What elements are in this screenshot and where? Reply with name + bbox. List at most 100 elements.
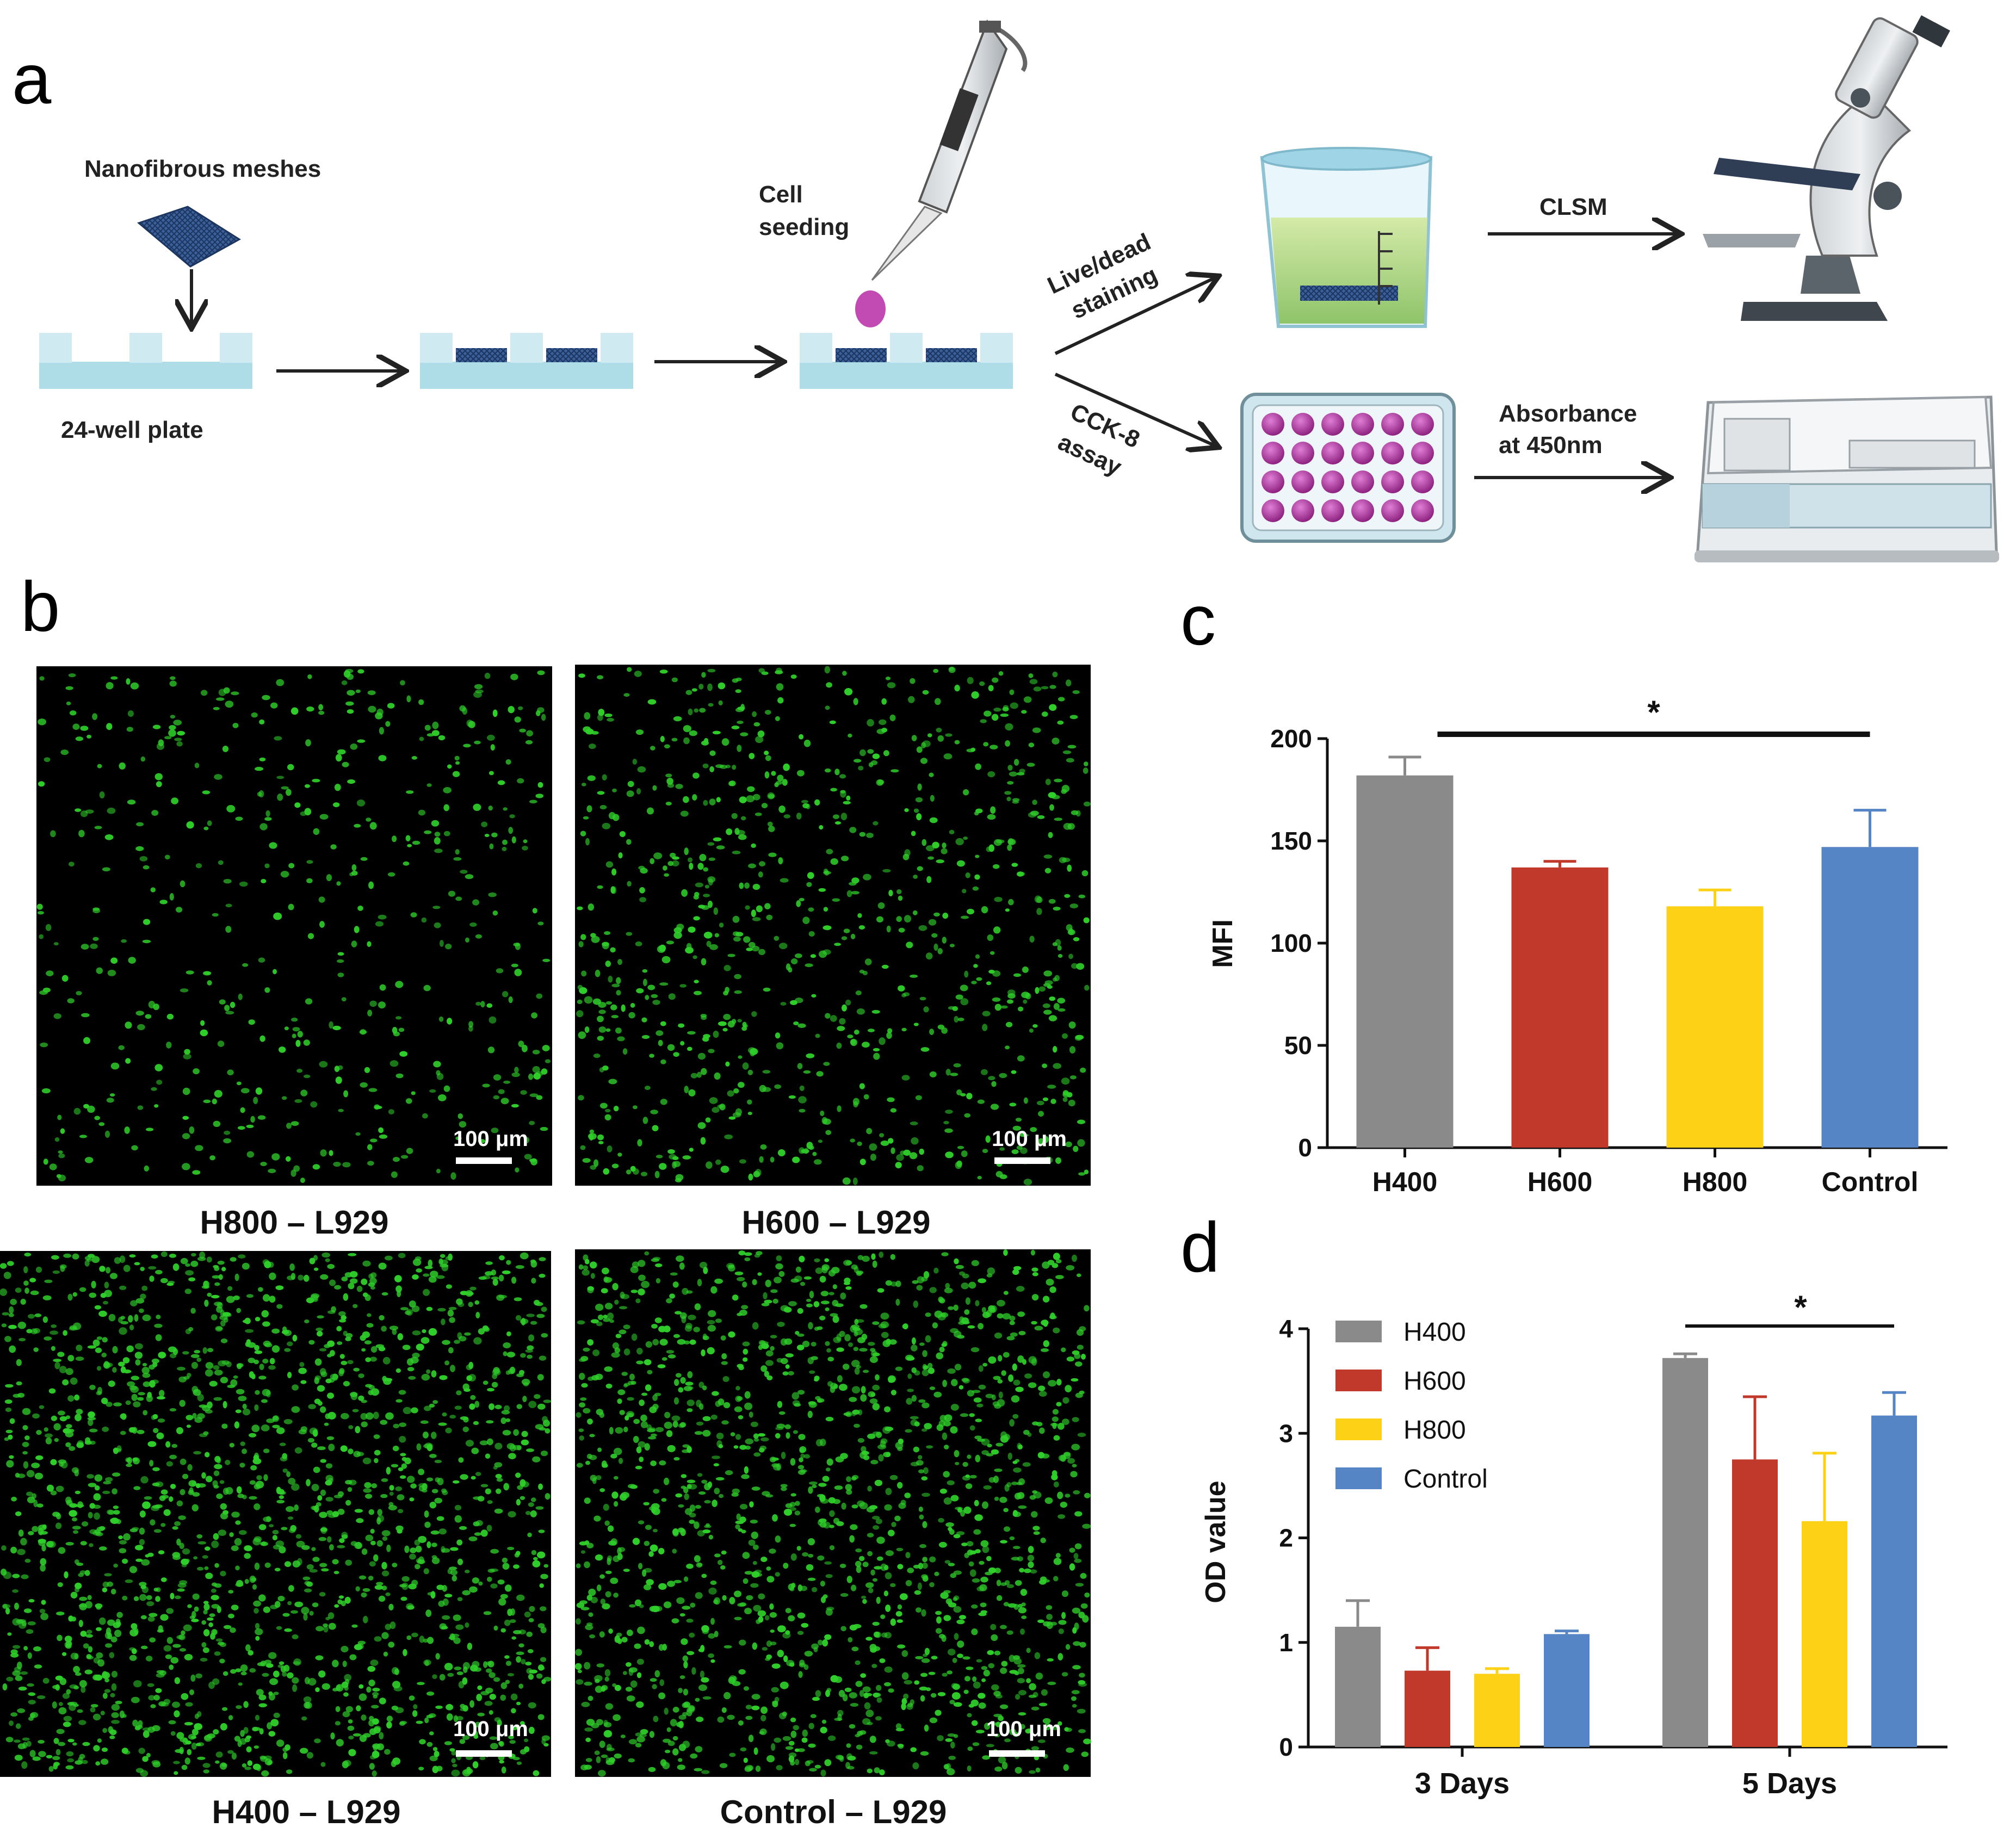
well-plate-empty <box>39 333 252 389</box>
significance-star: * <box>1647 694 1660 730</box>
scale-bar-label: 100 μm <box>992 1127 1067 1151</box>
scale-bar <box>456 1750 512 1757</box>
well-dot <box>1261 442 1284 464</box>
well-dot <box>1381 413 1404 436</box>
arrow-up-right-icon <box>1054 277 1216 355</box>
arrow-down-right-icon <box>1054 373 1216 446</box>
label-clsm: CLSM <box>1539 194 1607 220</box>
legend-swatch-h600 <box>1335 1370 1382 1391</box>
beaker-icon <box>1260 147 1433 328</box>
caption-h400: H400 – L929 <box>212 1794 401 1830</box>
well-dot <box>1411 499 1434 522</box>
legend-swatch-control <box>1335 1467 1382 1489</box>
caption-h800: H800 – L929 <box>200 1204 389 1241</box>
caption-control: Control – L929 <box>720 1794 947 1830</box>
x-tick-label: 3 Days <box>1415 1767 1510 1800</box>
microscope-icon <box>1703 15 1950 321</box>
label-cell: Cell <box>759 181 803 208</box>
micrograph-h800: 100 μm <box>36 666 552 1186</box>
scale-bar <box>994 1157 1050 1164</box>
bar-control <box>1821 847 1919 1148</box>
bar-h600 <box>1511 867 1609 1148</box>
plate-reader-icon <box>1695 395 1999 562</box>
well-dot <box>1321 442 1344 464</box>
mesh-sample-icon <box>137 206 241 268</box>
label-absorbance: Absorbance <box>1499 400 1637 427</box>
y-tick-label: 2 <box>1279 1524 1293 1552</box>
label-at-450nm: at 450nm <box>1499 432 1603 459</box>
legend-swatch-h800 <box>1335 1418 1382 1440</box>
well-dot <box>1381 499 1404 522</box>
label-seeding: seeding <box>759 214 849 240</box>
y-tick-label: 100 <box>1270 929 1312 957</box>
well-dot <box>1321 413 1344 436</box>
label-nanofibrous-meshes: Nanofibrous meshes <box>84 156 321 182</box>
bar-control-5-days <box>1871 1415 1917 1747</box>
legend-label-control: Control <box>1403 1465 1488 1494</box>
well-dot <box>1351 413 1374 436</box>
panel-a: a Nanofibrous meshes 24-well plate Cell … <box>12 15 1999 562</box>
scale-bar-label: 100 μm <box>986 1717 1061 1741</box>
x-tick-label: H800 <box>1683 1167 1748 1197</box>
legend-swatch-h400 <box>1335 1321 1382 1342</box>
cell-drop-icon <box>855 290 886 327</box>
bar-h400-3-days <box>1335 1626 1381 1747</box>
micrograph-h600: 100 μm <box>575 665 1091 1186</box>
well-dot <box>1411 470 1434 493</box>
well-dot <box>1411 442 1434 464</box>
well-dot <box>1261 499 1284 522</box>
bar-h800-3-days <box>1474 1674 1520 1747</box>
well-dot <box>1261 413 1284 436</box>
legend-label-h400: H400 <box>1403 1318 1466 1347</box>
well-plate-seeded <box>800 333 1013 389</box>
x-tick-label: 5 Days <box>1742 1767 1837 1800</box>
micrograph-h400: 100 μm <box>0 1251 552 1777</box>
y-tick-label: 150 <box>1270 827 1312 855</box>
y-axis-label-od: OD value <box>1200 1480 1232 1603</box>
y-tick-label: 3 <box>1279 1419 1293 1447</box>
x-tick-label: H600 <box>1528 1167 1593 1197</box>
well-dot <box>1291 470 1314 493</box>
significance-star: * <box>1794 1289 1807 1325</box>
panel-a-letter: a <box>12 39 52 119</box>
well-dot <box>1411 413 1434 436</box>
caption-h600: H600 – L929 <box>742 1204 931 1241</box>
y-tick-label: 0 <box>1298 1133 1312 1162</box>
well-plate-dyed-icon <box>1240 393 1456 543</box>
label-24-well-plate: 24-well plate <box>61 417 203 443</box>
scale-bar-label: 100 μm <box>453 1127 528 1151</box>
well-dot <box>1381 442 1404 464</box>
bar-control-3-days <box>1544 1634 1590 1747</box>
y-tick-label: 4 <box>1279 1315 1293 1343</box>
panel-b-letter: b <box>21 567 60 646</box>
pipette-icon <box>855 19 1028 327</box>
bar-h800 <box>1666 906 1764 1148</box>
y-tick-label: 1 <box>1279 1628 1293 1657</box>
well-dot <box>1321 499 1344 522</box>
panel-c-chart: c MFI 0 50 100 150 200 H400 H600 H800 Control * <box>1180 580 1947 1197</box>
legend-label-h600: H600 <box>1403 1367 1466 1396</box>
well-dot <box>1381 470 1404 493</box>
y-tick-label: 50 <box>1284 1031 1312 1060</box>
scale-bar <box>456 1157 512 1164</box>
x-tick-label: Control <box>1822 1167 1919 1197</box>
micrograph-control: 100 μm <box>574 1249 1091 1777</box>
well-dot <box>1351 499 1374 522</box>
well-dot <box>1351 470 1374 493</box>
bar-h400 <box>1356 775 1454 1148</box>
scale-bar <box>989 1750 1045 1757</box>
well-dot <box>1291 499 1314 522</box>
well-dot <box>1291 442 1314 464</box>
y-tick-label: 0 <box>1279 1733 1293 1761</box>
scale-bar-label: 100 μm <box>453 1717 528 1741</box>
x-tick-label: H400 <box>1372 1167 1438 1197</box>
panel-c-letter: c <box>1180 580 1216 660</box>
y-tick-label: 200 <box>1270 724 1312 753</box>
bar-h800-5-days <box>1802 1521 1847 1747</box>
y-axis-label-mfi: MFI <box>1207 919 1239 968</box>
panel-d-chart: d OD value 0 1 2 3 4 3 Days 5 Days * H400 H600 H80… <box>1180 1207 1947 1800</box>
bar-h600-5-days <box>1732 1459 1778 1747</box>
bar-h600-3-days <box>1405 1670 1450 1747</box>
well-dot <box>1261 470 1284 493</box>
